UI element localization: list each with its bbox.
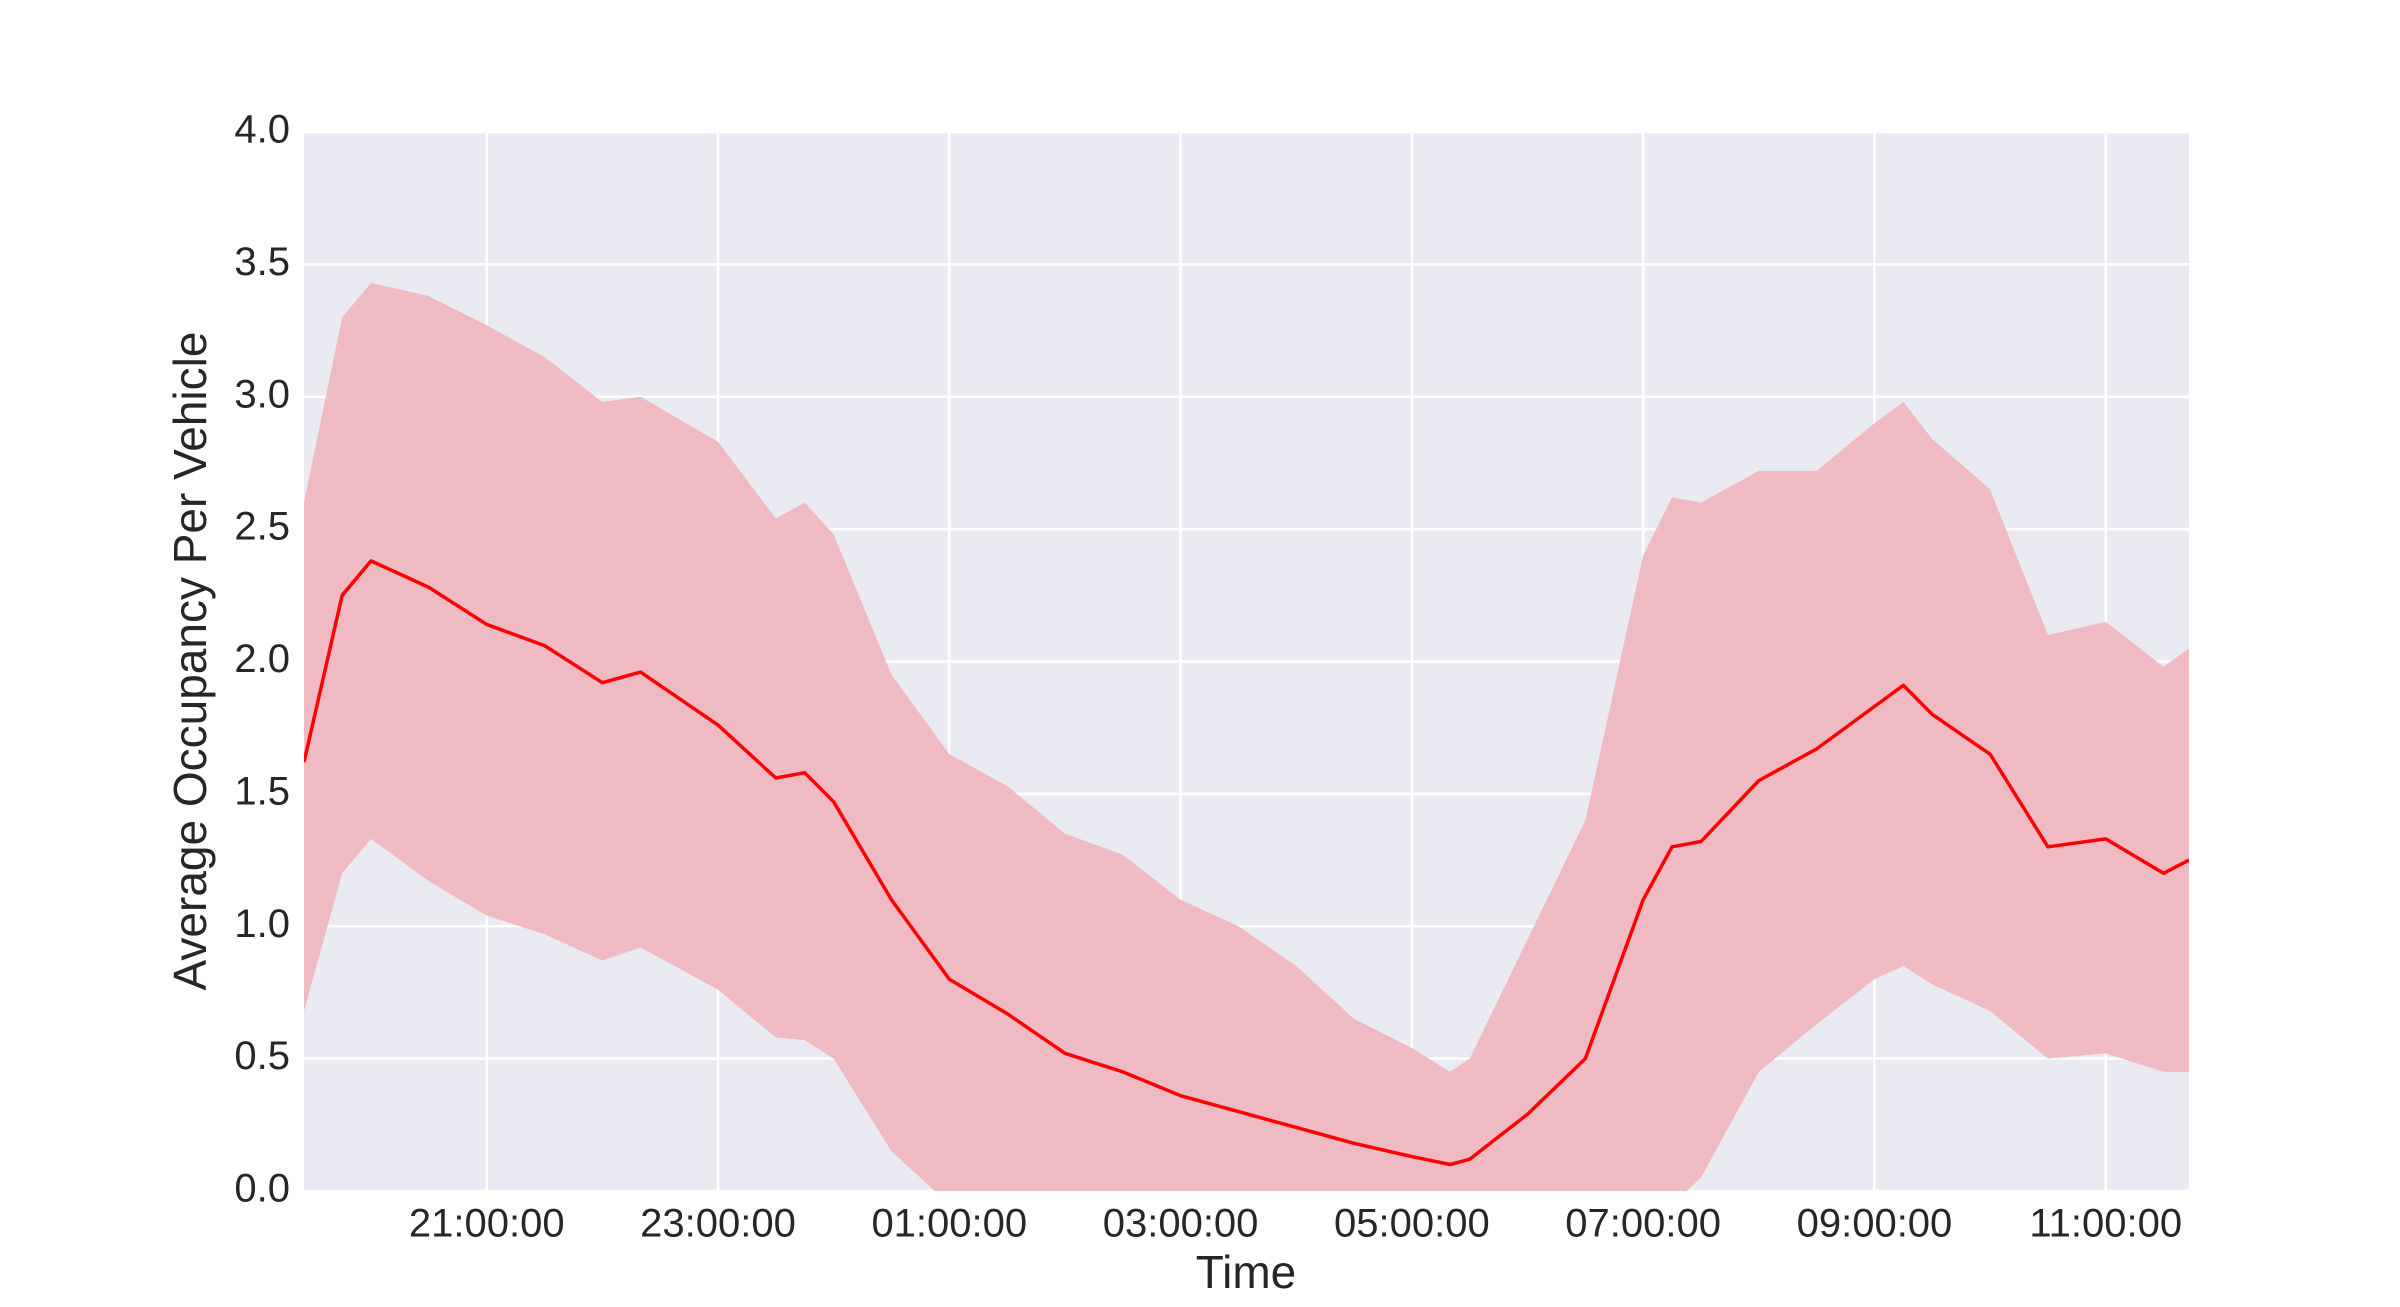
x-tick-label: 03:00:00 xyxy=(1103,1202,1259,1246)
y-tick-label: 2.5 xyxy=(234,505,290,549)
y-tick-label: 2.0 xyxy=(234,637,290,681)
y-tick-label: 1.5 xyxy=(234,769,290,813)
y-axis-label: Average Occupancy Per Vehicle xyxy=(164,332,216,991)
y-tick-label: 3.0 xyxy=(234,372,290,416)
y-tick-label: 0.0 xyxy=(234,1167,290,1211)
y-tick-label: 1.0 xyxy=(234,902,290,946)
x-tick-label: 09:00:00 xyxy=(1797,1202,1953,1246)
line xyxy=(304,559,2189,1167)
marks xyxy=(304,282,2189,1191)
x-tick-label: 23:00:00 xyxy=(640,1202,796,1246)
y-tick-label: 4.0 xyxy=(234,108,290,152)
x-tick-label: 01:00:00 xyxy=(871,1202,1027,1246)
x-tick-label: 11:00:00 xyxy=(2029,1202,2182,1246)
x-tick-label: 07:00:00 xyxy=(1565,1202,1721,1246)
y-tick-label: 0.5 xyxy=(234,1034,290,1078)
y-tick-label: 3.5 xyxy=(234,240,290,284)
x-tick-label: 05:00:00 xyxy=(1334,1202,1490,1246)
x-tick-label: 21:00:00 xyxy=(409,1202,565,1246)
confidence-band xyxy=(304,282,2189,1191)
x-axis-label: Time xyxy=(1196,1246,1297,1298)
